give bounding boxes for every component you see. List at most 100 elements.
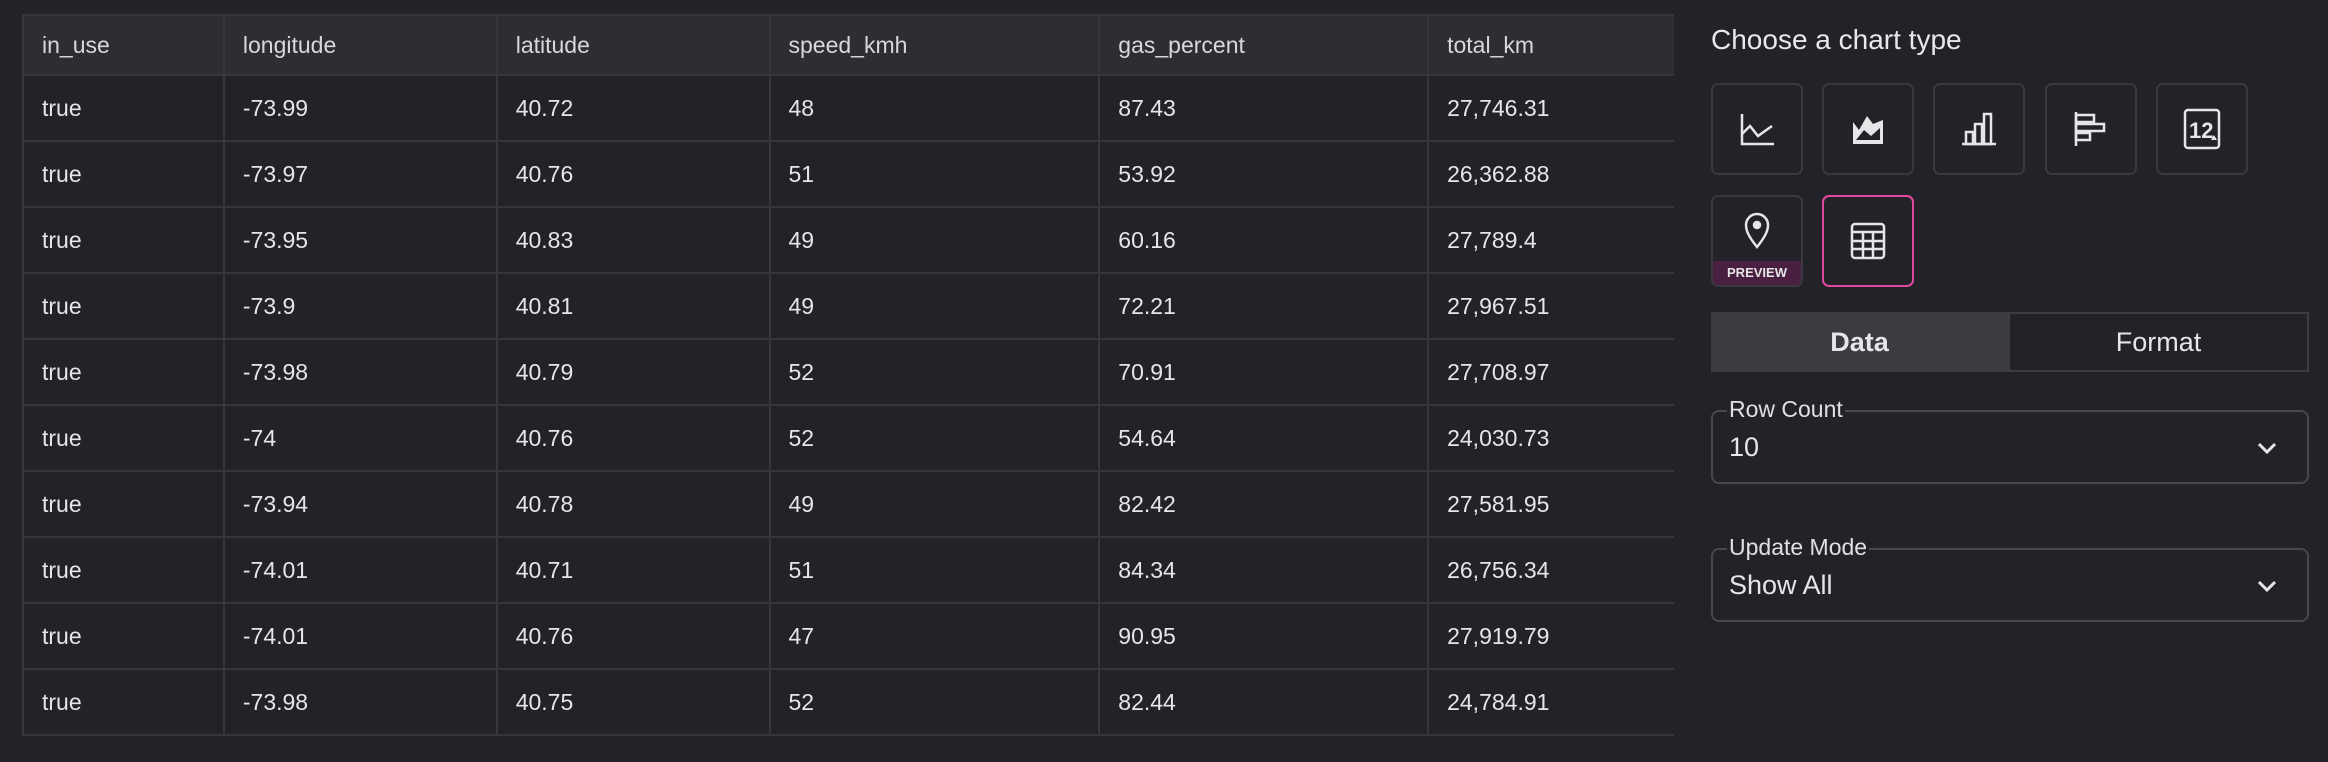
- cell-gas_percent: 82.44: [1098, 668, 1430, 736]
- area-chart-button[interactable]: [1822, 83, 1914, 175]
- table-row: true -73.98 40.79 52 70.91 27,708.97: [22, 338, 1674, 406]
- table-row: true -73.95 40.83 49 60.16 27,789.4: [22, 206, 1674, 274]
- chevron-down-icon: [2257, 580, 2277, 593]
- cell-speed_kmh: 52: [768, 404, 1101, 472]
- table-row: true -74.01 40.71 51 84.34 26,756.34: [22, 536, 1674, 604]
- bar-chart-icon: [1962, 112, 1996, 146]
- cell-longitude: -73.97: [222, 140, 498, 208]
- chart-type-heading: Choose a chart type: [1711, 24, 1962, 55]
- cell-in_use: true: [22, 470, 225, 538]
- cell-latitude: 40.72: [495, 74, 771, 142]
- line-chart-button[interactable]: [1711, 83, 1803, 175]
- horizontal-bar-chart-icon: [2074, 112, 2106, 146]
- table-icon: [1850, 222, 1886, 260]
- row-count-select[interactable]: Row Count 10: [1711, 396, 2309, 484]
- cell-speed_kmh: 49: [768, 272, 1101, 340]
- number-chart-button[interactable]: 12: [2156, 83, 2248, 175]
- table-row: true -73.94 40.78 49 82.42 27,581.95: [22, 470, 1674, 538]
- cell-longitude: -74: [222, 404, 498, 472]
- cell-latitude: 40.79: [495, 338, 771, 406]
- cell-total_km: 26,362.88: [1427, 140, 1674, 208]
- bar-chart-button[interactable]: [1933, 83, 2025, 175]
- map-pin-icon: [1744, 212, 1770, 250]
- cell-total_km: 27,708.97: [1427, 338, 1674, 406]
- update-mode-label: Update Mode: [1727, 534, 1870, 561]
- cell-longitude: -73.98: [222, 338, 498, 406]
- column-header-latitude[interactable]: latitude: [495, 14, 771, 76]
- cell-gas_percent: 90.95: [1098, 602, 1430, 670]
- table-row: true -73.9 40.81 49 72.21 27,967.51: [22, 272, 1674, 340]
- cell-in_use: true: [22, 140, 225, 208]
- cell-in_use: true: [22, 338, 225, 406]
- row-count-value: 10: [1729, 432, 1760, 462]
- cell-total_km: 24,784.91: [1427, 668, 1674, 736]
- cell-speed_kmh: 49: [768, 206, 1101, 274]
- table-row: true -74.01 40.76 47 90.95 27,919.79: [22, 602, 1674, 670]
- chevron-down-icon: [2257, 442, 2277, 455]
- cell-gas_percent: 60.16: [1098, 206, 1430, 274]
- cell-in_use: true: [22, 74, 225, 142]
- table-row: true -73.99 40.72 48 87.43 27,746.31: [22, 74, 1674, 142]
- cell-in_use: true: [22, 668, 225, 736]
- cell-longitude: -74.01: [222, 602, 498, 670]
- cell-speed_kmh: 49: [768, 470, 1101, 538]
- cell-in_use: true: [22, 602, 225, 670]
- column-header-speed_kmh[interactable]: speed_kmh: [768, 14, 1101, 76]
- column-header-total_km[interactable]: total_km: [1427, 14, 1674, 76]
- tab-data[interactable]: Data: [1711, 312, 2008, 372]
- table-chart-button[interactable]: [1822, 195, 1914, 287]
- cell-latitude: 40.76: [495, 602, 771, 670]
- cell-total_km: 27,789.4: [1427, 206, 1674, 274]
- cell-longitude: -73.9: [222, 272, 498, 340]
- cell-longitude: -73.95: [222, 206, 498, 274]
- cell-gas_percent: 82.42: [1098, 470, 1430, 538]
- cell-gas_percent: 54.64: [1098, 404, 1430, 472]
- table-row: true -74 40.76 52 54.64 24,030.73: [22, 404, 1674, 472]
- cell-gas_percent: 87.43: [1098, 74, 1430, 142]
- cell-longitude: -73.98: [222, 668, 498, 736]
- cell-in_use: true: [22, 404, 225, 472]
- cell-total_km: 27,746.31: [1427, 74, 1674, 142]
- cell-total_km: 27,581.95: [1427, 470, 1674, 538]
- data-table: in_use longitude latitude speed_kmh gas_perc…: [22, 14, 1674, 736]
- map-chart-button[interactable]: PREVIEW: [1711, 195, 1803, 287]
- cell-in_use: true: [22, 536, 225, 604]
- table-row: true -73.98 40.75 52 82.44 24,784.91: [22, 668, 1674, 736]
- cell-speed_kmh: 52: [768, 338, 1101, 406]
- cell-total_km: 27,967.51: [1427, 272, 1674, 340]
- preview-badge: PREVIEW: [1713, 261, 1801, 285]
- cell-gas_percent: 53.92: [1098, 140, 1430, 208]
- cell-speed_kmh: 51: [768, 140, 1101, 208]
- cell-latitude: 40.75: [495, 668, 771, 736]
- cell-total_km: 24,030.73: [1427, 404, 1674, 472]
- cell-latitude: 40.78: [495, 470, 771, 538]
- cell-speed_kmh: 48: [768, 74, 1101, 142]
- table-header: in_use longitude latitude speed_kmh gas_perc…: [22, 14, 1674, 76]
- column-header-in_use[interactable]: in_use: [22, 14, 225, 76]
- cell-in_use: true: [22, 272, 225, 340]
- cell-speed_kmh: 47: [768, 602, 1101, 670]
- cell-speed_kmh: 51: [768, 536, 1101, 604]
- update-mode-select[interactable]: Update Mode Show All: [1711, 534, 2309, 622]
- cell-total_km: 27,919.79: [1427, 602, 1674, 670]
- cell-in_use: true: [22, 206, 225, 274]
- column-header-gas_percent[interactable]: gas_percent: [1098, 14, 1430, 76]
- cell-latitude: 40.83: [495, 206, 771, 274]
- cell-latitude: 40.76: [495, 404, 771, 472]
- tab-format[interactable]: Format: [2008, 312, 2309, 372]
- cell-gas_percent: 70.91: [1098, 338, 1430, 406]
- column-header-longitude[interactable]: longitude: [222, 14, 498, 76]
- cell-gas_percent: 84.34: [1098, 536, 1430, 604]
- cell-total_km: 26,756.34: [1427, 536, 1674, 604]
- cell-longitude: -74.01: [222, 536, 498, 604]
- cell-longitude: -73.94: [222, 470, 498, 538]
- line-chart-icon: [1740, 114, 1774, 146]
- cell-speed_kmh: 52: [768, 668, 1101, 736]
- svg-text:12: 12: [2189, 118, 2213, 143]
- horizontal-bar-chart-button[interactable]: [2045, 83, 2137, 175]
- cell-latitude: 40.76: [495, 140, 771, 208]
- cell-latitude: 40.81: [495, 272, 771, 340]
- row-count-label: Row Count: [1727, 396, 1845, 423]
- cell-gas_percent: 72.21: [1098, 272, 1430, 340]
- table-row: true -73.97 40.76 51 53.92 26,362.88: [22, 140, 1674, 208]
